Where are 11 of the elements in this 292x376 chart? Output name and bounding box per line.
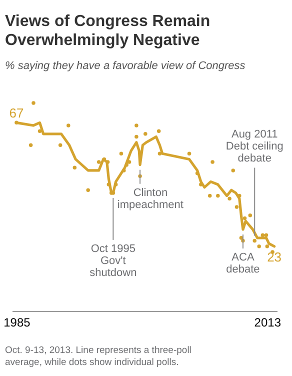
data-label: 23 — [267, 249, 282, 264]
annotation: Clinton impeachment — [117, 186, 184, 211]
data-label: 67 — [9, 106, 24, 121]
x-tick-label: 1985 — [4, 316, 31, 330]
annotation: ACA debate — [226, 251, 260, 276]
text: Oct. 9-13, 2013. Line represents a three-poll average, while dots show individual polls. — [5, 345, 192, 368]
chart-title: Views of Congress Remain Overwhelmingly Negative — [5, 13, 210, 50]
annotation: Aug 2011 Debt ceiling debate — [226, 128, 284, 165]
annotation: Oct 1995 Gov't shutdown — [90, 242, 137, 279]
chart-subtitle: % saying they have a favorable view of Congress — [5, 60, 246, 72]
x-tick-label: 2013 — [254, 316, 282, 330]
